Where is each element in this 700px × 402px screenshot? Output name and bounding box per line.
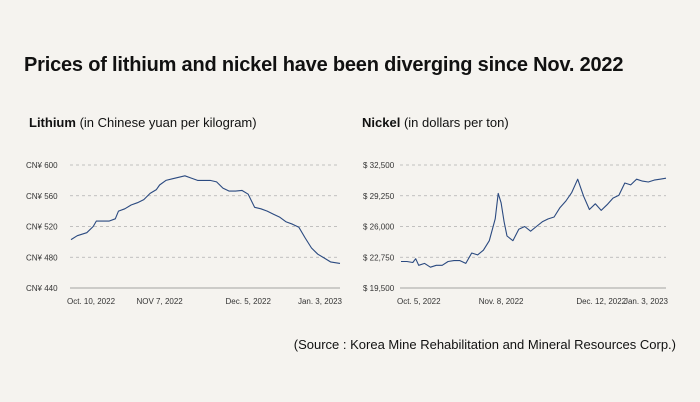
lithium-x-tick-label: Jan. 3, 2023 <box>298 297 343 306</box>
lithium-y-tick-label: CN¥ 560 <box>26 192 58 201</box>
lithium-y-tick-label: CN¥ 520 <box>26 223 58 232</box>
nickel-chart-title: Nickel (in dollars per ton) <box>362 115 509 130</box>
nickel-title-label: Nickel <box>362 115 401 130</box>
nickel-y-tick-label: $ 29,250 <box>363 192 395 201</box>
nickel-y-tick-label: $ 22,750 <box>363 253 395 262</box>
lithium-price-line <box>70 175 341 264</box>
nickel-price-line <box>401 177 667 268</box>
lithium-y-tick-label: CN¥ 440 <box>26 284 58 293</box>
lithium-x-tick-label: Dec. 5, 2022 <box>226 297 272 306</box>
lithium-chart-title: Lithium (in Chinese yuan per kilogram) <box>29 115 257 130</box>
source-note: (Source : Korea Mine Rehabilitation and … <box>293 337 676 352</box>
nickel-x-tick-label: Oct. 5, 2022 <box>397 297 441 306</box>
nickel-subtitle: (in dollars per ton) <box>403 115 509 130</box>
lithium-x-tick-label: Oct. 10, 2022 <box>67 297 116 306</box>
lithium-title-label: Lithium <box>29 115 76 130</box>
nickel-y-tick-label: $ 26,000 <box>363 223 395 232</box>
nickel-x-tick-label: Dec. 12, 2022 <box>576 297 626 306</box>
lithium-subtitle: (in Chinese yuan per kilogram) <box>79 115 257 130</box>
nickel-x-tick-label: Nov. 8, 2022 <box>479 297 524 306</box>
nickel-x-tick-label: Jan. 3, 2023 <box>624 297 669 306</box>
chart-title: Prices of lithium and nickel have been d… <box>24 54 624 76</box>
nickel-y-tick-label: $ 32,500 <box>363 161 395 170</box>
nickel-y-tick-label: $ 19,500 <box>363 284 395 293</box>
lithium-y-tick-label: CN¥ 480 <box>26 253 58 262</box>
lithium-y-tick-label: CN¥ 600 <box>26 161 58 170</box>
lithium-x-tick-label: NOV 7, 2022 <box>136 297 183 306</box>
